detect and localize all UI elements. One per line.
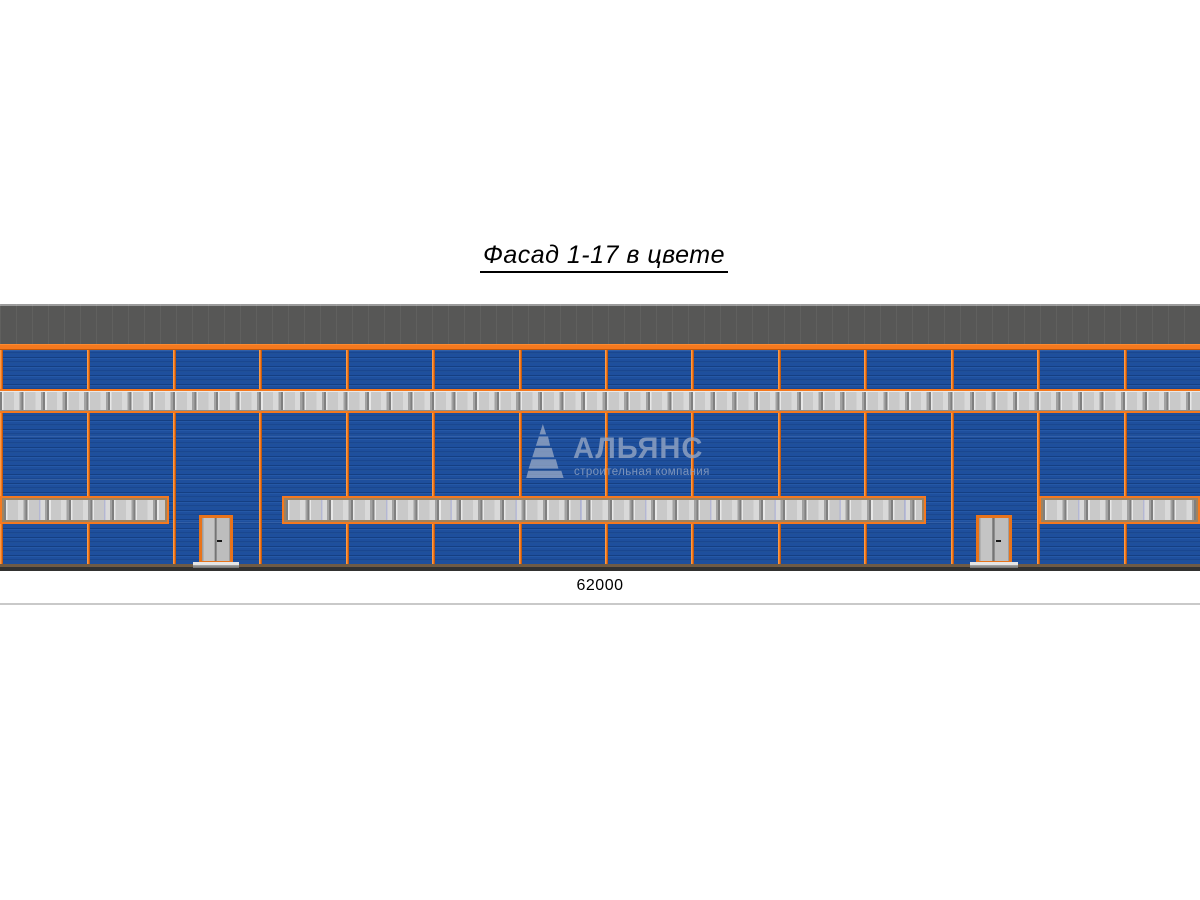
entrance-door: [199, 515, 233, 564]
eaves-orange-stripe: [0, 344, 1200, 350]
pyramid-logo-icon: [526, 424, 564, 478]
bay-divider: [0, 350, 3, 564]
ground-plinth: [0, 564, 1200, 571]
window-band-lower: [0, 496, 169, 524]
company-watermark: АЛЬЯНС строительная компания: [526, 422, 746, 482]
bay-divider: [259, 350, 263, 564]
drawing-title: Фасад 1-17 в цвете: [0, 241, 1200, 273]
bay-divider: [172, 350, 176, 564]
bay-divider: [864, 350, 868, 564]
bay-divider: [86, 350, 90, 564]
drawing-title-text: Фасад 1-17 в цвете: [479, 241, 729, 273]
bay-divider: [1123, 350, 1127, 564]
roof-band: [0, 304, 1200, 344]
window-panes: [4, 500, 165, 520]
bay-divider: [605, 350, 608, 564]
door-threshold: [970, 562, 1018, 568]
bay-divider: [777, 350, 781, 564]
window-band-lower: [1039, 496, 1200, 524]
watermark-brand-text: АЛЬЯНС: [573, 432, 704, 465]
entrance-door: [976, 515, 1012, 564]
dimension-label: 62000: [576, 577, 624, 594]
bay-divider: [1037, 350, 1041, 564]
building-elevation: АЛЬЯНС строительная компания: [0, 304, 1200, 571]
dimension-line: [0, 603, 1200, 605]
bay-divider: [345, 350, 349, 564]
watermark-subtitle-text: строительная компания: [574, 466, 710, 478]
window-band-lower: [282, 496, 926, 524]
window-panes: [0, 392, 1200, 410]
door-handle-icon: [995, 539, 1001, 542]
bay-divider: [518, 350, 522, 564]
bay-divider: [691, 350, 695, 564]
door-threshold: [193, 562, 239, 568]
door-handle-icon: [217, 539, 223, 542]
bay-divider: [432, 350, 436, 564]
window-band-upper: [0, 389, 1200, 413]
window-panes: [286, 500, 922, 520]
bay-divider: [950, 350, 954, 564]
window-panes: [1043, 500, 1196, 520]
